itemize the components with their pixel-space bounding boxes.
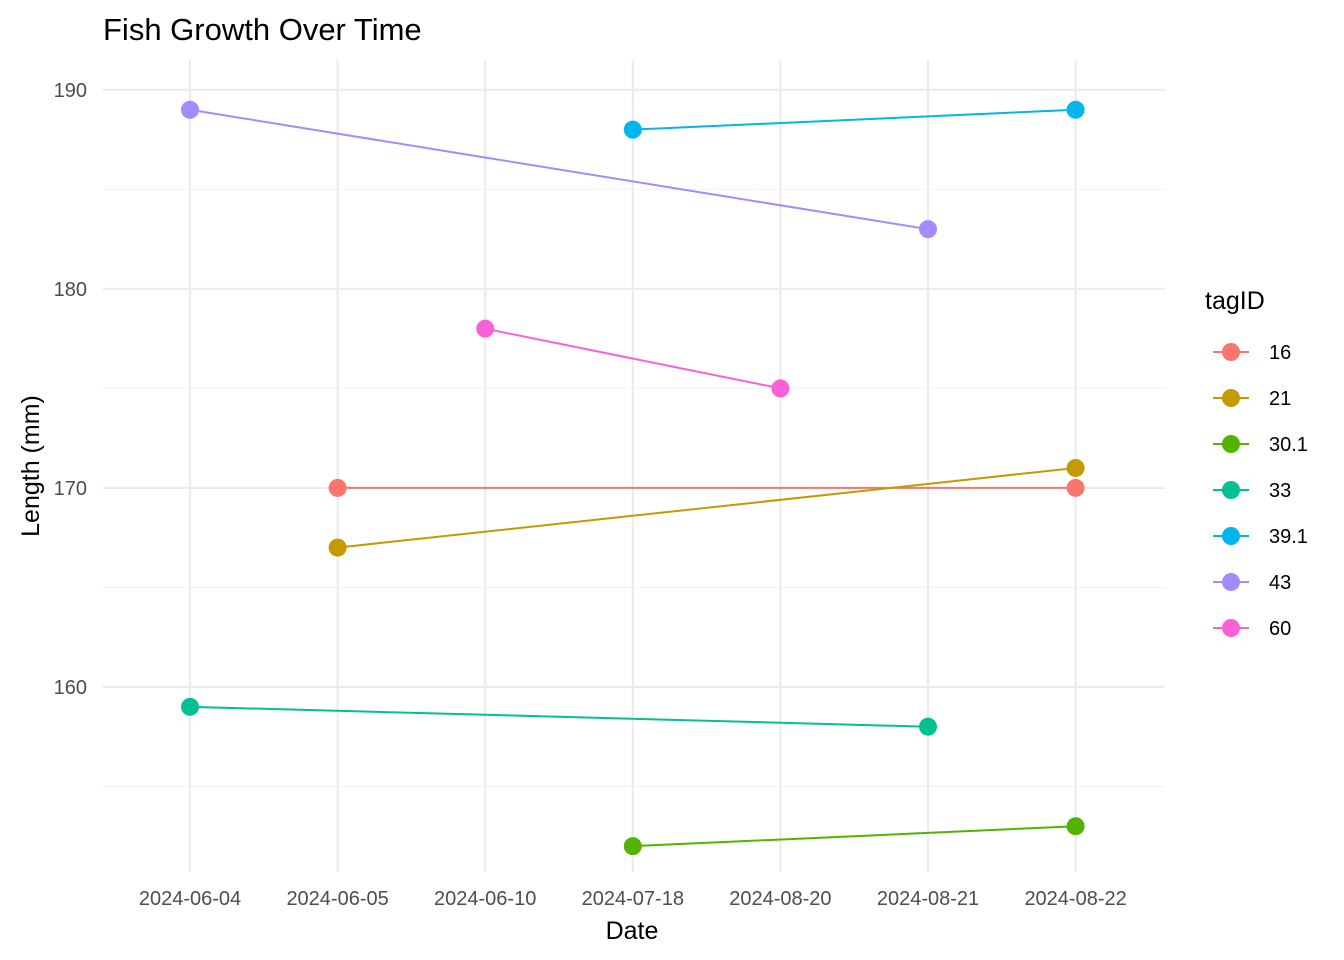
x-tick-label: 2024-07-18	[582, 888, 684, 910]
y-tick-label: 160	[54, 677, 87, 699]
legend-key-point-43	[1222, 573, 1240, 591]
legend-key-point-60	[1222, 619, 1240, 637]
legend-label-21: 21	[1269, 388, 1291, 410]
x-tick-label: 2024-08-22	[1024, 888, 1126, 910]
y-tick-layer: 160 170 180 190	[54, 80, 87, 699]
y-tick-label: 180	[54, 279, 87, 301]
data-point-43	[181, 100, 199, 119]
data-point-30-1	[623, 837, 642, 856]
data-point-21	[328, 538, 347, 557]
data-point-60	[476, 319, 495, 338]
data-point-30-1	[1066, 817, 1085, 836]
legend-label-30-1: 30.1	[1269, 434, 1308, 456]
legend-key-point-30-1	[1222, 435, 1240, 453]
series-line-30-1	[632, 825, 1076, 848]
data-point-16	[1066, 478, 1085, 497]
data-point-16	[328, 478, 347, 497]
y-axis-title: Length (mm)	[17, 395, 45, 537]
x-tick-label: 2024-06-04	[139, 888, 241, 910]
x-tick-label: 2024-08-21	[877, 888, 979, 910]
x-tick-layer: 2024-06-04 2024-06-05 2024-06-10 2024-07-18…	[139, 888, 1127, 910]
data-point-21	[1066, 458, 1085, 477]
legend-key-point-21	[1222, 389, 1240, 407]
legend-label-60: 60	[1269, 618, 1291, 640]
y-tick-label: 190	[54, 80, 87, 102]
series-line-39-1	[632, 108, 1076, 131]
line-layer	[189, 108, 1076, 848]
legend-key-point-39-1	[1222, 527, 1240, 545]
legend-label-39-1: 39.1	[1269, 526, 1308, 548]
data-point-60	[771, 379, 790, 398]
legend-key-point-33	[1222, 481, 1240, 499]
legend: tagID 16 21 30.1 33 39.1 43 60	[1205, 287, 1308, 640]
x-tick-label: 2024-06-05	[286, 888, 388, 910]
legend-label-33: 33	[1269, 480, 1291, 502]
data-point-33	[919, 717, 937, 736]
x-axis-title: Date	[606, 917, 659, 945]
x-tick-label: 2024-08-20	[729, 888, 831, 910]
legend-key-point-16	[1222, 343, 1240, 361]
point-layer	[181, 100, 1085, 856]
x-tick-label: 2024-06-10	[434, 888, 536, 910]
y-tick-label: 170	[54, 478, 87, 500]
data-point-39-1	[1066, 100, 1085, 119]
series-line-60	[485, 327, 781, 390]
series-line-33	[189, 705, 929, 728]
legend-label-16: 16	[1269, 342, 1291, 364]
chart-title: Fish Growth Over Time	[103, 12, 422, 47]
data-point-43	[919, 220, 937, 239]
legend-label-43: 43	[1269, 572, 1291, 594]
series-line-21	[337, 466, 1076, 549]
legend-title: tagID	[1205, 287, 1265, 315]
data-point-39-1	[623, 120, 642, 139]
series-line-43	[189, 108, 929, 231]
data-point-33	[181, 697, 199, 716]
